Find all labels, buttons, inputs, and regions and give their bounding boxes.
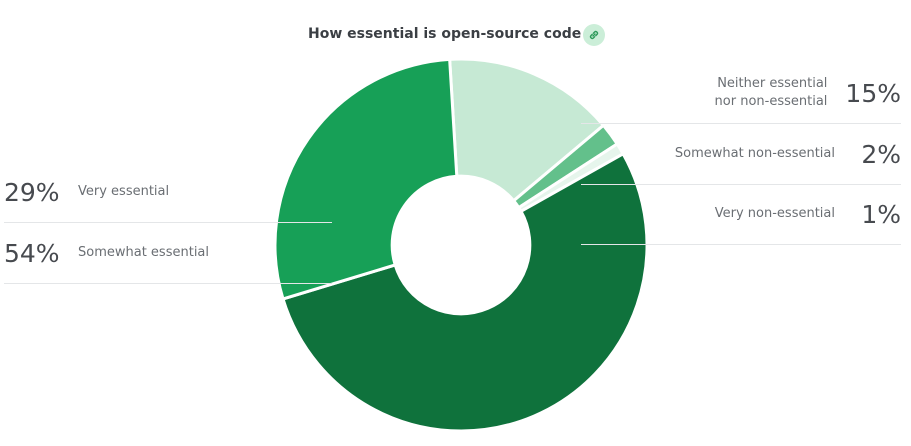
legend-label-line: nor non-essential — [714, 94, 828, 109]
legend-label-line: Neither essential — [717, 76, 828, 91]
legend-label: Somewhat essential — [78, 245, 210, 260]
legend-label: Neither essential nor non-essential — [715, 75, 828, 111]
donut-slice-neither-essential-nor-non-essential[interactable] — [448, 57, 606, 203]
legend-very-non-essential: Very non-essential 1% — [581, 184, 901, 245]
legend-pct: 15% — [845, 78, 901, 108]
legend-pct: 29% — [4, 177, 60, 207]
chart-header: How essential is open-source code — [0, 24, 911, 46]
legend-label: Somewhat non-essential — [674, 146, 835, 161]
legend-somewhat-non-essential: Somewhat non-essential 2% — [581, 124, 901, 185]
donut-slice-somewhat-essential[interactable] — [281, 151, 649, 433]
chart-title: How essential is open-source code — [308, 26, 582, 42]
donut-slice-very-essential[interactable] — [273, 57, 459, 301]
legend-somewhat-essential: 54% Somewhat essential — [4, 223, 332, 284]
legend-pct: 1% — [861, 199, 901, 229]
link-button[interactable] — [583, 24, 605, 46]
legend-neither: Neither essential nor non-essential 15% — [581, 63, 901, 124]
legend-label: Very essential — [78, 184, 170, 199]
link-icon — [589, 30, 599, 40]
legend-very-essential: 29% Very essential — [4, 162, 332, 223]
legend-pct: 2% — [861, 139, 901, 169]
legend-label: Very non-essential — [714, 206, 835, 221]
legend-pct: 54% — [4, 238, 60, 268]
